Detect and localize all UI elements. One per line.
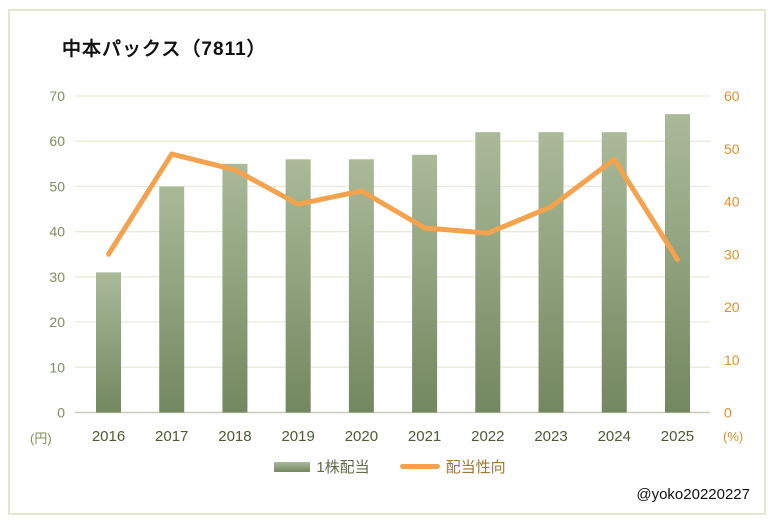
bar-series-swatch — [274, 461, 311, 472]
watermark: @yoko20220227 — [636, 486, 750, 503]
line-series-swatch — [399, 464, 440, 469]
right-axis-tick-40: 40 — [724, 194, 740, 210]
right-axis-unit: (%) — [723, 429, 743, 444]
legend: 1株配当 配当性向 — [0, 456, 780, 477]
x-axis-label-2024: 2024 — [598, 428, 631, 445]
x-axis-label-2020: 2020 — [345, 428, 378, 445]
x-axis-label-2019: 2019 — [281, 428, 314, 445]
bar-2018 — [222, 163, 248, 413]
x-axis-label-2023: 2023 — [534, 428, 567, 445]
left-axis-tick-30: 30 — [49, 269, 65, 285]
left-axis-tick-40: 40 — [49, 224, 65, 240]
left-axis-unit: (円) — [30, 431, 52, 446]
left-axis-tick-60: 60 — [49, 133, 65, 149]
chart-frame — [8, 9, 766, 515]
bar-2023 — [538, 132, 564, 413]
legend-item-dividend: 1株配当 — [274, 456, 370, 477]
right-axis-tick-60: 60 — [724, 88, 740, 104]
x-axis-label-2022: 2022 — [471, 428, 504, 445]
right-axis-tick-20: 20 — [724, 299, 740, 315]
payout-ratio-line — [106, 151, 680, 263]
right-axis-tick-50: 50 — [724, 141, 740, 157]
left-axis-tick-0: 0 — [57, 405, 65, 421]
bar-2024 — [601, 132, 627, 413]
left-axis-tick-70: 70 — [49, 88, 65, 104]
bar-2020 — [348, 159, 374, 413]
left-axis-tick-10: 10 — [49, 359, 65, 375]
bar-series-label: 1株配当 — [316, 459, 370, 476]
bar-2021 — [412, 154, 438, 413]
x-axis-label-2025: 2025 — [661, 428, 694, 445]
left-axis-tick-20: 20 — [49, 314, 65, 330]
line-series-label: 配当性向 — [445, 459, 506, 476]
bar-2016 — [96, 272, 121, 413]
right-axis-tick-30: 30 — [724, 246, 740, 262]
left-axis-tick-50: 50 — [49, 178, 65, 194]
x-axis-label-2016: 2016 — [92, 428, 125, 445]
x-axis-label-2017: 2017 — [155, 428, 188, 445]
bar-2025 — [664, 114, 690, 413]
x-axis-label-2021: 2021 — [408, 428, 441, 445]
chart-title: 中本パックス（7811） — [62, 39, 267, 60]
x-axis-label-2018: 2018 — [218, 428, 251, 445]
legend-item-payout: 配当性向 — [399, 456, 506, 477]
bar-2022 — [475, 132, 501, 413]
right-axis-tick-10: 10 — [724, 352, 740, 368]
bar-2017 — [159, 186, 185, 413]
right-axis-tick-0: 0 — [724, 405, 732, 421]
